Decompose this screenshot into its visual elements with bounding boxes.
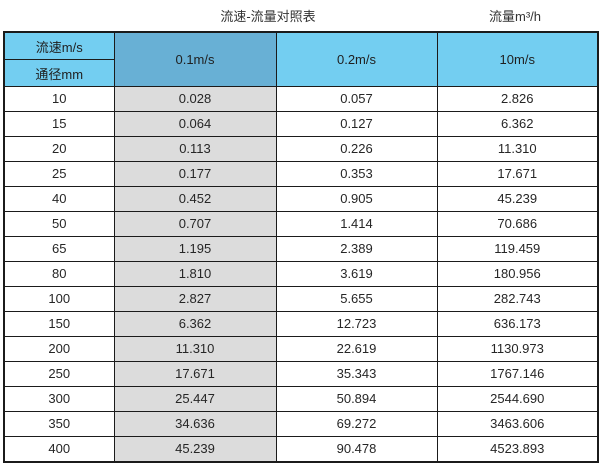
flow-cell: 69.272 — [275, 411, 438, 437]
diameter-cell: 15 — [3, 111, 115, 137]
flow-cell: 6.362 — [436, 111, 599, 137]
table-row: 20 0.113 0.226 11.310 — [3, 136, 599, 162]
table-row: 65 1.195 2.389 119.459 — [3, 236, 599, 262]
flow-cell: 1.195 — [113, 236, 277, 262]
diameter-cell: 150 — [3, 311, 115, 337]
flow-cell: 636.173 — [436, 311, 599, 337]
table-row: 15 0.064 0.127 6.362 — [3, 111, 599, 137]
diameter-cell: 80 — [3, 261, 115, 287]
diameter-cell: 100 — [3, 286, 115, 312]
header-row-bottom: 通径mm — [3, 59, 598, 87]
flow-cell: 2544.690 — [436, 386, 599, 412]
flow-cell: 45.239 — [436, 186, 599, 212]
flow-cell: 0.127 — [275, 111, 438, 137]
flow-cell: 0.226 — [275, 136, 438, 162]
velocity-row-header: 流速m/s — [3, 31, 115, 60]
table-row: 80 1.810 3.619 180.956 — [3, 261, 599, 287]
flow-cell: 4523.893 — [436, 436, 599, 463]
flow-cell: 11.310 — [436, 136, 599, 162]
header-row-top: 流速m/s 0.1m/s 0.2m/s 10m/s — [3, 31, 599, 87]
table-row: 400 45.239 90.478 4523.893 — [3, 436, 599, 463]
flow-rate-table: 流速m/s 0.1m/s 0.2m/s 10m/s 通径mm 10 0.028 … — [3, 31, 599, 463]
table-row: 250 17.671 35.343 1767.146 — [3, 361, 599, 387]
table-row: 10 0.028 0.057 2.826 — [3, 86, 599, 112]
flow-cell: 0.057 — [275, 86, 438, 112]
flow-cell: 12.723 — [275, 311, 438, 337]
column-header-0-1ms: 0.1m/s — [113, 31, 277, 87]
flow-cell: 17.671 — [436, 161, 599, 187]
flow-cell: 17.671 — [113, 361, 277, 387]
diameter-cell: 400 — [3, 436, 115, 463]
flow-cell: 282.743 — [436, 286, 599, 312]
diameter-cell: 25 — [3, 161, 115, 187]
flow-cell: 119.459 — [436, 236, 599, 262]
flow-cell: 1.810 — [113, 261, 277, 287]
diameter-cell: 65 — [3, 236, 115, 262]
flow-cell: 3.619 — [275, 261, 438, 287]
table-header: 流速m/s 0.1m/s 0.2m/s 10m/s 通径mm — [3, 31, 599, 87]
diameter-cell: 40 — [3, 186, 115, 212]
flow-cell: 1.414 — [275, 211, 438, 237]
flow-cell: 0.452 — [113, 186, 277, 212]
flow-cell: 25.447 — [113, 386, 277, 412]
flow-cell: 2.827 — [113, 286, 277, 312]
flow-cell: 1130.973 — [436, 336, 599, 362]
table-row: 300 25.447 50.894 2544.690 — [3, 386, 599, 412]
flow-cell: 0.177 — [113, 161, 277, 187]
diameter-cell: 300 — [3, 386, 115, 412]
table-row: 50 0.707 1.414 70.686 — [3, 211, 599, 237]
flow-cell: 2.826 — [436, 86, 599, 112]
table-row: 100 2.827 5.655 282.743 — [3, 286, 599, 312]
table-row: 150 6.362 12.723 636.173 — [3, 311, 599, 337]
flow-cell: 3463.606 — [436, 411, 599, 437]
diameter-cell: 50 — [3, 211, 115, 237]
flow-cell: 11.310 — [113, 336, 277, 362]
table-row: 350 34.636 69.272 3463.606 — [3, 411, 599, 437]
table-title: 流速-流量对照表 — [220, 9, 316, 24]
diameter-cell: 250 — [3, 361, 115, 387]
table-row: 40 0.452 0.905 45.239 — [3, 186, 599, 212]
column-header-10ms: 10m/s — [436, 31, 599, 87]
table-row: 25 0.177 0.353 17.671 — [3, 161, 599, 187]
flow-cell: 180.956 — [436, 261, 599, 287]
flow-cell: 1767.146 — [436, 361, 599, 387]
diameter-row-header: 通径mm — [3, 59, 115, 87]
flow-cell: 0.905 — [275, 186, 438, 212]
flow-cell: 70.686 — [436, 211, 599, 237]
flow-cell: 2.389 — [275, 236, 438, 262]
diameter-cell: 350 — [3, 411, 115, 437]
flow-cell: 35.343 — [275, 361, 438, 387]
flow-cell: 0.707 — [113, 211, 277, 237]
flow-cell: 45.239 — [113, 436, 277, 463]
flow-cell: 34.636 — [113, 411, 277, 437]
flow-cell: 0.064 — [113, 111, 277, 137]
flow-cell: 5.655 — [275, 286, 438, 312]
flow-cell: 0.353 — [275, 161, 438, 187]
diameter-cell: 200 — [3, 336, 115, 362]
table-body: 10 0.028 0.057 2.826 15 0.064 0.127 6.36… — [3, 86, 599, 463]
table-row: 200 11.310 22.619 1130.973 — [3, 336, 599, 362]
diameter-cell: 10 — [3, 86, 115, 112]
flow-unit-label: 流量m³/h — [488, 9, 542, 24]
flow-cell: 90.478 — [275, 436, 438, 463]
titlebar: 流速-流量对照表 流量m³/h — [0, 0, 600, 31]
flow-cell: 6.362 — [113, 311, 277, 337]
column-header-0-2ms: 0.2m/s — [275, 31, 438, 87]
flow-cell: 0.113 — [113, 136, 277, 162]
diameter-cell: 20 — [3, 136, 115, 162]
flow-cell: 22.619 — [275, 336, 438, 362]
flow-cell: 50.894 — [275, 386, 438, 412]
flow-cell: 0.028 — [113, 86, 277, 112]
